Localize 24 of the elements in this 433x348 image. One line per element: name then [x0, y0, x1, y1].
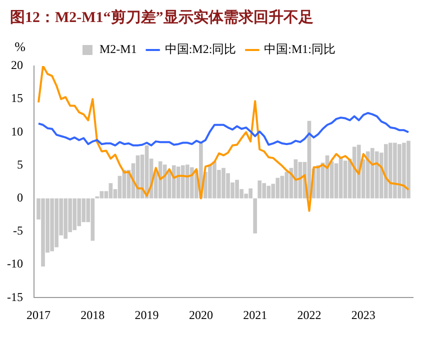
y-tick-label: 0 — [16, 190, 23, 204]
x-tick-label: 2017 — [26, 308, 51, 322]
x-tick-label: 2020 — [188, 308, 213, 322]
bar — [108, 183, 113, 198]
bar — [253, 198, 257, 234]
legend-label: 中国:M1:同比 — [264, 42, 336, 56]
bar — [338, 158, 343, 198]
x-tick-label: 2022 — [297, 308, 322, 322]
bar — [258, 180, 262, 198]
y-tick-label: -15 — [6, 290, 23, 304]
x-tick-label: 2019 — [134, 308, 159, 322]
y-tick-label: 20 — [10, 58, 23, 72]
y-tick-label: 10 — [10, 124, 23, 138]
legend-label: 中国:M2:同比 — [164, 42, 236, 56]
chart-title: 图12：M2-M1“剪刀差”显示实体需求回升不足 — [9, 8, 314, 28]
x-tick-label: 2018 — [80, 308, 105, 322]
x-tick-label: 2023 — [351, 308, 376, 322]
y-axis-title: % — [14, 38, 26, 54]
y-tick-label: 15 — [10, 91, 23, 106]
y-tick-label: -10 — [6, 256, 23, 271]
x-tick-label: 2021 — [243, 308, 268, 322]
legend-label: M2-M1 — [99, 42, 137, 56]
y-tick-label: -5 — [12, 224, 23, 238]
y-tick-label: 5 — [16, 157, 23, 172]
